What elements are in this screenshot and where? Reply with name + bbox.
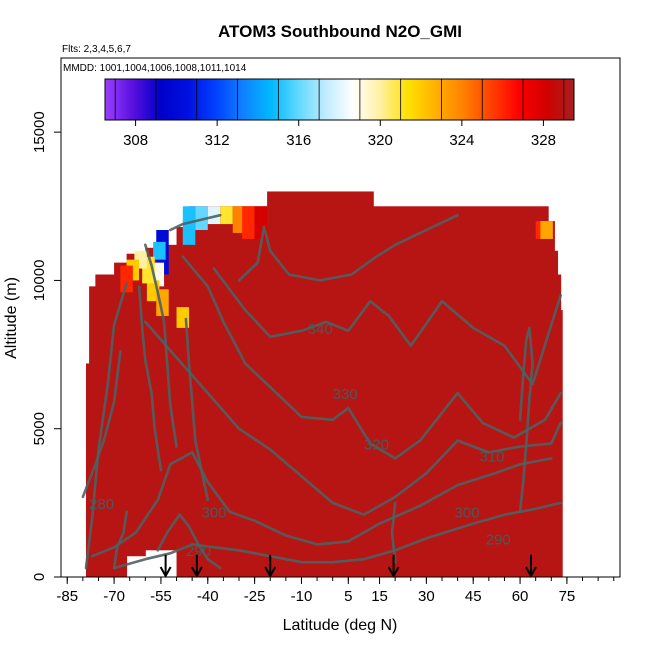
contour-line (237, 213, 459, 282)
flight-arrow-head (387, 566, 400, 579)
colorbar-tick-label: 316 (286, 132, 311, 149)
x-tick-label: 5 (344, 588, 352, 605)
y-tick-label: 0 (31, 573, 48, 581)
field-column (370, 191, 374, 577)
chart-title: ATOM3 Southbound N2O_GMI (218, 22, 462, 41)
colorbar-tick-label: 320 (368, 132, 393, 149)
field-cell (153, 241, 166, 260)
flight-arrow-head (190, 566, 203, 579)
contour-labels: 340 330 320 310 300 300 290 290 280 (89, 321, 511, 560)
field-column (267, 191, 371, 577)
contour-line (112, 501, 562, 570)
field-cell (207, 206, 221, 225)
x-tick-label: -70 (103, 588, 125, 605)
n2o-field (85, 191, 563, 577)
contour-label: 340 (308, 321, 333, 338)
y-axis: 0 5000 10000 15000 (31, 111, 61, 581)
contour-line (84, 282, 128, 570)
x-tick-label: 75 (559, 588, 576, 605)
colorbar-tick-label: 324 (449, 132, 474, 149)
contour-line (90, 451, 553, 558)
contour-label: 310 (479, 448, 504, 465)
contour-line (112, 510, 128, 570)
field-cell (242, 206, 255, 239)
contour-line (390, 501, 397, 564)
field-column (548, 221, 555, 577)
contour-label: 290 (186, 543, 211, 560)
flight-arrow-head (159, 566, 172, 579)
x-tick-label: -10 (291, 588, 313, 605)
colorbar-tick-label: 312 (205, 132, 230, 149)
contour-line (184, 317, 210, 502)
contour-label: 290 (486, 531, 511, 548)
x-axis-label: Latitude (deg N) (283, 617, 398, 634)
plot-area: 340 330 320 310 300 300 290 290 280 (81, 191, 563, 577)
flight-arrow-head (525, 566, 537, 579)
field-cell (120, 265, 133, 293)
colorbar: 308 312 316 320 324 328 (104, 78, 575, 149)
contour-label: 330 (333, 386, 358, 403)
field-cell (540, 221, 553, 239)
contour-line (169, 213, 222, 232)
colorbar-scale (104, 78, 575, 121)
field-column (85, 363, 90, 577)
contour-line (144, 320, 562, 516)
colorbar-ticks: 308 312 316 320 324 328 (123, 120, 556, 149)
x-tick-label: -25 (244, 588, 266, 605)
field-column (89, 286, 96, 577)
y-tick-label: 5000 (31, 412, 48, 445)
contour-line (81, 350, 122, 499)
contour-line (181, 255, 562, 460)
y-axis-label: Altitude (m) (3, 277, 20, 359)
contour-lines (81, 213, 562, 570)
field-cell (182, 206, 196, 245)
contour-line (144, 243, 178, 448)
x-tick-label: 60 (512, 588, 529, 605)
contour-line (156, 513, 222, 570)
colorbar-dividers (114, 79, 565, 120)
y-tick-label: 10000 (31, 260, 48, 302)
x-tick-label: -85 (56, 588, 78, 605)
contour-label: 320 (364, 436, 389, 453)
x-tick-label: 15 (371, 588, 388, 605)
x-tick-label: 30 (418, 588, 435, 605)
contour-line (137, 285, 163, 472)
field-column (189, 206, 256, 577)
flight-arrow-head (264, 566, 277, 579)
contour-label: 280 (89, 496, 114, 513)
field-column (126, 253, 146, 557)
field-column (114, 262, 128, 577)
contour-label: 300 (454, 505, 479, 522)
field-cell (195, 206, 208, 231)
x-tick-label: -40 (197, 588, 219, 605)
x-tick-label: 45 (465, 588, 482, 605)
field-column (538, 206, 549, 577)
flight-arrows (159, 554, 537, 579)
field-column (263, 206, 268, 577)
field-column (554, 250, 559, 577)
field-column (254, 206, 265, 577)
flights-label: Flts: 2,3,4,5,6,7 (62, 44, 131, 55)
x-axis: -85 -70 -55 -40 -25 -10 5 15 30 45 60 75 (56, 577, 615, 605)
field-column (95, 274, 115, 577)
contour-label: 300 (202, 505, 227, 522)
colorbar-tick-label: 328 (531, 132, 556, 149)
y-tick-label: 15000 (31, 111, 48, 153)
contour-line (518, 326, 534, 514)
field-cell (220, 206, 233, 225)
colorbar-tick-label: 308 (123, 132, 148, 149)
x-tick-label: -55 (150, 588, 172, 605)
plot-frame (60, 57, 621, 578)
dates-label: MMDD: 1001,1004,1006,1008,1011,1014 (63, 63, 247, 74)
field-column (560, 310, 563, 577)
